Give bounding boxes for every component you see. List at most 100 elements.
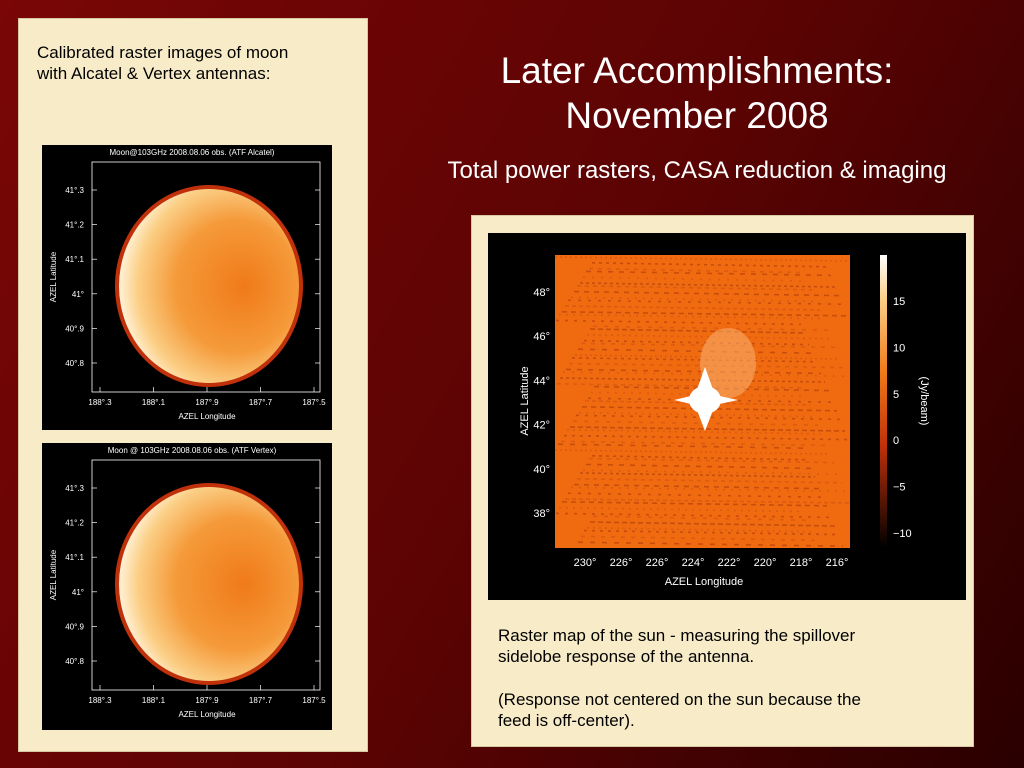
y-tick-label: 40°.8 <box>65 657 84 666</box>
y-tick-label: 41° <box>72 290 84 299</box>
x-axis-label: AZEL Longitude <box>178 412 236 421</box>
title: Later Accomplishments: November 2008 <box>400 48 994 138</box>
noise-stripe <box>564 305 821 311</box>
subtitle: Total power rasters, CASA reduction & im… <box>447 157 947 184</box>
x-tick-label: 230° <box>574 557 597 569</box>
x-tick-label: 187°.5 <box>302 696 326 705</box>
noise-stripe <box>571 357 818 363</box>
colorbar-label: (Jy/beam) <box>918 377 930 426</box>
y-tick-label: 41°.3 <box>65 484 84 493</box>
title-line: Later Accomplishments: <box>500 50 894 91</box>
noise-stripe <box>555 512 832 519</box>
noise-stripe <box>573 290 840 297</box>
image-title: Moon @ 103GHz 2008.08.06 obs. (ATF Verte… <box>108 446 277 455</box>
noise-stripe <box>585 270 832 277</box>
noise-stripe <box>565 368 822 375</box>
noise-stripe <box>582 469 839 475</box>
noise-stripe <box>580 342 837 349</box>
y-tick-label: 41°.3 <box>65 186 84 195</box>
noise-stripe <box>561 311 848 317</box>
y-tick-label: 41°.1 <box>65 553 84 562</box>
sidelobe <box>700 328 756 398</box>
noise-stripe <box>570 296 817 303</box>
x-tick-label: 188°.3 <box>88 696 112 705</box>
text-line: feed is off-center). <box>498 711 635 730</box>
noise-stripe <box>585 463 812 470</box>
image-title: Moon@103GHz 2008.08.06 obs. (ATF Alcatel… <box>110 148 275 157</box>
y-tick-label: 40°.9 <box>65 622 84 631</box>
x-tick-label: 187°.9 <box>195 696 219 705</box>
y-tick-label: 42° <box>533 420 550 432</box>
moon-disc <box>119 189 299 383</box>
noise-stripe <box>586 334 833 340</box>
colorbar <box>880 255 887 548</box>
caption-line: Calibrated raster images of moon <box>37 43 289 62</box>
y-tick-label: 40°.9 <box>65 324 84 333</box>
noise-stripe <box>576 285 813 291</box>
title-line: November 2008 <box>565 95 829 136</box>
noise-stripe <box>577 348 814 354</box>
moon-image: Moon @ 103GHz 2008.08.06 obs. (ATF Verte… <box>42 443 332 730</box>
text-line: Raster map of the sun - measuring the sp… <box>498 626 856 645</box>
x-tick-label: 188°.1 <box>142 398 166 407</box>
description: Raster map of the sun - measuring the sp… <box>498 625 855 667</box>
y-tick-label: 46° <box>533 331 550 343</box>
noise-stripe <box>582 276 809 282</box>
x-tick-label: 226° <box>646 557 669 569</box>
noise-stripe <box>583 529 840 536</box>
colorbar-tick-label: 5 <box>893 389 899 401</box>
y-axis-label: AZEL Latitude <box>49 251 58 302</box>
noise-stripe <box>554 449 831 455</box>
x-tick-label: 218° <box>790 557 813 569</box>
plot-frame <box>91 459 321 691</box>
colorbar-tick-label: −10 <box>893 528 912 540</box>
x-tick-label: 226° <box>610 557 633 569</box>
y-axis-label: AZEL Latitude <box>49 549 58 600</box>
noise-stripe <box>579 282 836 288</box>
colorbar-tick-label: 10 <box>893 342 905 354</box>
x-axis-label: AZEL Longitude <box>178 710 236 719</box>
y-tick-label: 44° <box>533 375 550 387</box>
noise-stripe <box>574 354 841 360</box>
noise-stripe <box>561 501 828 507</box>
colorbar-tick-label: 15 <box>893 296 905 308</box>
noise-stripe <box>572 420 819 426</box>
y-tick-label: 41°.2 <box>65 221 84 230</box>
noise-stripe <box>589 328 806 334</box>
y-tick-label: 48° <box>533 287 550 299</box>
x-tick-label: 188°.3 <box>88 398 112 407</box>
x-axis-label: AZEL Longitude <box>665 576 743 588</box>
x-tick-label: 187°.9 <box>195 398 219 407</box>
x-tick-label: 188°.1 <box>142 696 166 705</box>
noise-stripe <box>573 483 820 490</box>
plot-frame <box>91 161 321 393</box>
noise-stripe <box>583 339 810 346</box>
noise-stripe <box>557 443 804 449</box>
y-tick-label: 41°.2 <box>65 519 84 528</box>
noise-stripe <box>577 541 844 547</box>
y-tick-label: 38° <box>533 508 550 520</box>
y-axis-label: AZEL Latitude <box>519 366 531 435</box>
noise-stripe <box>559 377 826 383</box>
text-line: sidelobe response of the antenna. <box>498 647 755 666</box>
noise-stripe <box>567 492 824 498</box>
y-tick-label: 41° <box>72 588 84 597</box>
x-tick-label: 187°.7 <box>249 398 273 407</box>
text-line: (Response not centered on the sun becaus… <box>498 690 861 709</box>
colorbar-tick-label: −5 <box>893 482 906 494</box>
noise-stripe <box>570 486 847 493</box>
colorbar-tick-label: 0 <box>893 435 899 447</box>
moon-disc <box>119 487 299 681</box>
x-tick-label: 222° <box>718 557 741 569</box>
noise-stripe <box>566 429 823 435</box>
x-tick-label: 220° <box>754 557 777 569</box>
y-tick-label: 40° <box>533 464 550 476</box>
y-tick-label: 40°.8 <box>65 359 84 368</box>
noise-stripe <box>554 256 851 262</box>
x-tick-label: 216° <box>826 557 849 569</box>
moon-image: Moon@103GHz 2008.08.06 obs. (ATF Alcatel… <box>42 145 332 430</box>
noise-stripe <box>592 515 809 521</box>
x-tick-label: 187°.7 <box>249 696 273 705</box>
description: (Response not centered on the sun becaus… <box>498 689 861 731</box>
